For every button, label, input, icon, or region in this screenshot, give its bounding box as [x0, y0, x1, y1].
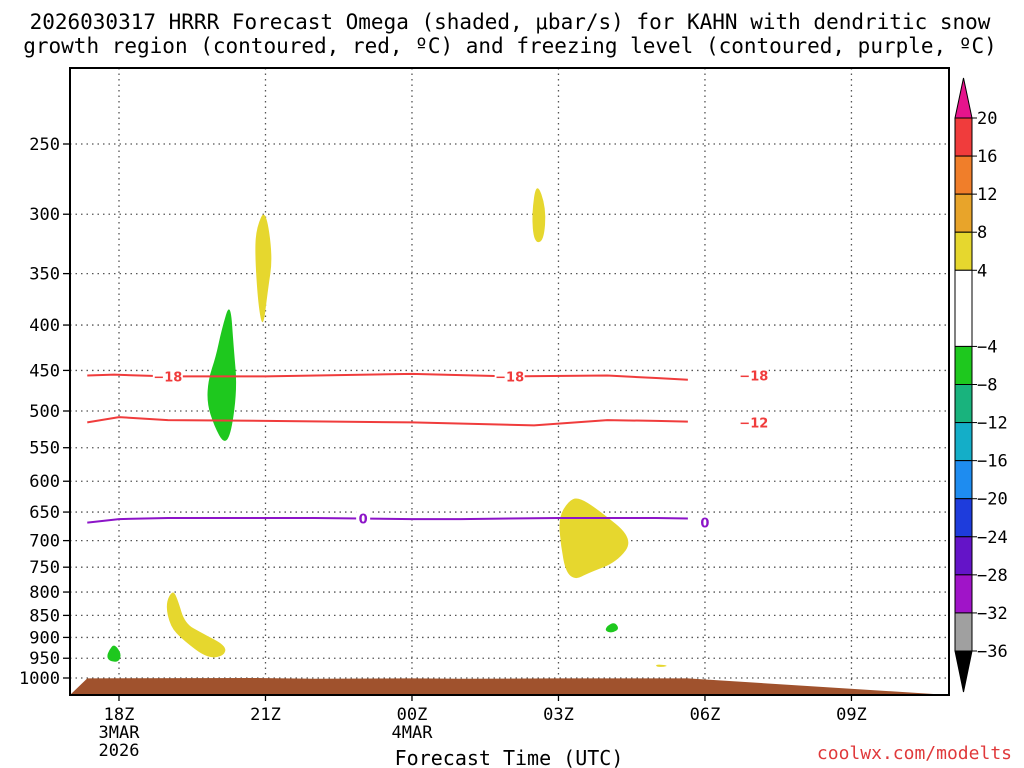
- colorbar-label: 20: [977, 109, 997, 129]
- omega-region: [107, 645, 121, 662]
- contour-label-background: [152, 368, 183, 384]
- colorbar-band: [954, 536, 973, 576]
- colorbar: 20 16 12 8 4 −4 −8 −12 −16 −20 −24 −28 −32 −36: [954, 77, 1008, 693]
- temperature-contours: −18 −18 −18 −12 0 0: [87, 367, 769, 532]
- y-tick-label: 350: [29, 265, 60, 285]
- omega-region: [255, 214, 272, 323]
- x-tick-label: 3MAR: [99, 723, 141, 743]
- plot-frame: [69, 67, 950, 696]
- colorbar-label: 16: [977, 147, 997, 167]
- colorbar-band: [954, 155, 973, 195]
- y-tick-label: 300: [29, 205, 60, 225]
- colorbar-label: −36: [977, 642, 1008, 662]
- colorbar-bottom-arrow: [954, 650, 973, 693]
- y-tick-label: 750: [29, 558, 60, 578]
- x-tick-label: 06Z: [690, 705, 721, 725]
- y-tick-label: 250: [29, 135, 60, 155]
- x-tick-label: 18Z: [104, 705, 135, 725]
- y-tick-label: 700: [29, 532, 60, 552]
- colorbar-label: −16: [977, 452, 1008, 472]
- contour-0C-label: 0: [700, 517, 709, 532]
- colorbar-band: [954, 498, 973, 538]
- contour-label-background: [738, 414, 769, 430]
- y-tick-label: 850: [29, 606, 60, 626]
- grid-lines: [70, 68, 949, 695]
- colorbar-top-arrow: [954, 77, 973, 119]
- y-tick-label: 950: [29, 649, 60, 669]
- contour-0C-line: [87, 516, 688, 524]
- contour-label-background: [494, 368, 525, 384]
- x-tick-label: 21Z: [250, 705, 281, 725]
- colorbar-label: −4: [977, 337, 997, 357]
- colorbar-band: [954, 384, 973, 424]
- colorbar-label: −32: [977, 604, 1008, 624]
- y-tick-label: 550: [29, 439, 60, 459]
- credit-text: coolwx.com/modelts: [817, 743, 1012, 764]
- colorbar-label: 8: [977, 223, 987, 243]
- omega-region: [532, 188, 546, 243]
- colorbar-band: [954, 422, 973, 462]
- contour--18C-line: [87, 372, 688, 381]
- colorbar-band: [954, 612, 973, 652]
- contour-label-background: [738, 367, 769, 383]
- colorbar-label: −20: [977, 490, 1008, 510]
- x-tick-label: 03Z: [543, 705, 574, 725]
- y-tick-label: 900: [29, 628, 60, 648]
- contour-label-background: [697, 514, 712, 530]
- chart-title-line-2: growth region (contoured, red, ºC) and f…: [23, 34, 997, 58]
- colorbar-band: [954, 269, 973, 347]
- omega-region: [605, 623, 619, 633]
- colorbar-band: [954, 574, 973, 614]
- colorbar-label: −28: [977, 566, 1008, 586]
- contour--12C-label: −12: [739, 416, 768, 431]
- y-tick-label: 650: [29, 503, 60, 523]
- x-tick-label: 00Z: [397, 705, 428, 725]
- y-tick-label: 400: [29, 316, 60, 336]
- colorbar-label: −12: [977, 414, 1008, 434]
- colorbar-band: [954, 460, 973, 500]
- y-tick-label: 800: [29, 583, 60, 603]
- ground-layer: [70, 678, 949, 695]
- chart-title-line-1: 2026030317 HRRR Forecast Omega (shaded, …: [30, 10, 991, 34]
- omega-region: [166, 592, 226, 658]
- x-tick-label: 4MAR: [392, 723, 434, 743]
- colorbar-label: −24: [977, 528, 1008, 548]
- colorbar-band: [954, 117, 973, 157]
- x-tick-label: 2026: [99, 741, 140, 761]
- contour--18C-label: −18: [495, 370, 524, 385]
- y-tick-label: 500: [29, 402, 60, 422]
- colorbar-band: [954, 345, 973, 385]
- contour--12C-line: [87, 416, 688, 427]
- colorbar-band: [954, 231, 973, 271]
- y-tick-label: 450: [29, 361, 60, 381]
- contour--18C-label: −18: [153, 370, 182, 385]
- colorbar-label: −8: [977, 376, 997, 396]
- y-axis-ticks: 2503003504004505005506006507007508008509…: [19, 135, 70, 689]
- y-tick-label: 600: [29, 472, 60, 492]
- omega-region: [656, 664, 667, 667]
- y-tick-label: 1000: [19, 669, 60, 689]
- x-tick-label: 09Z: [836, 705, 867, 725]
- x-axis-label: Forecast Time (UTC): [395, 746, 624, 768]
- contour--18C-label: −18: [739, 370, 768, 385]
- contour-0C-label: 0: [359, 513, 368, 528]
- colorbar-band: [954, 193, 973, 233]
- omega-region: [207, 309, 237, 441]
- colorbar-label: 4: [977, 261, 987, 281]
- colorbar-label: 12: [977, 185, 997, 205]
- contour-label-background: [356, 510, 371, 526]
- ground-surface: [70, 678, 949, 695]
